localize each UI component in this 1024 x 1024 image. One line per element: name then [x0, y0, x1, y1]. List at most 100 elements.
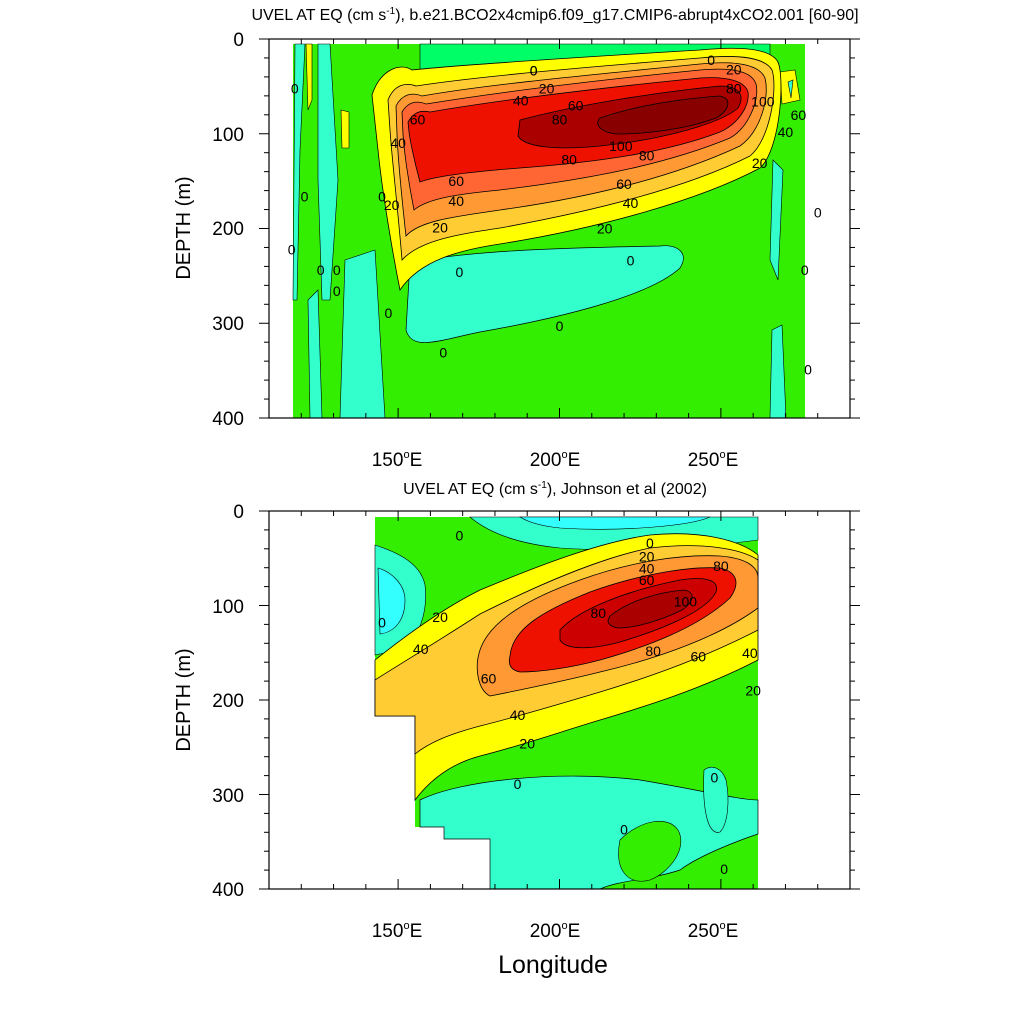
- contour-label: 80: [561, 151, 577, 167]
- top-west-column: [292, 43, 306, 301]
- bottom-contour-field: [374, 516, 759, 889]
- contour-label: 20: [432, 220, 448, 236]
- contour-label: 80: [726, 80, 742, 96]
- contour-label: 0: [378, 615, 386, 631]
- contour-label: 100: [674, 594, 698, 610]
- contour-label: 20: [752, 155, 768, 171]
- contour-label: 0: [378, 188, 386, 204]
- bottom-east-pocket: [703, 767, 729, 833]
- contour-label: 80: [552, 112, 568, 128]
- x-tick-label: 200oE: [530, 449, 581, 471]
- y-tick-label: 0: [233, 30, 244, 51]
- axis-tick-marks: [259, 38, 860, 890]
- contour-label: 100: [751, 94, 775, 110]
- contour-label: 0: [291, 80, 299, 96]
- top-xticks: 150oE 200oE 250oE: [372, 449, 739, 471]
- y-tick-label: 200: [212, 219, 244, 240]
- contour-label: 60: [410, 112, 426, 128]
- contour-label: 0: [385, 305, 393, 321]
- bottom-panel: UVEL AT EQ (cm s-1), Johnson et al (2002…: [173, 480, 851, 979]
- y-tick-label: 400: [212, 880, 244, 901]
- contour-label: 60: [639, 572, 655, 588]
- top-ylabel: DEPTH (m): [173, 176, 195, 279]
- contour-label: 0: [530, 62, 538, 78]
- x-tick-label: 200oE: [530, 920, 581, 942]
- contour-label: 0: [439, 345, 447, 361]
- contour-label: 0: [556, 318, 564, 334]
- x-tick-label: 150oE: [372, 449, 423, 471]
- top-contour-field: [292, 43, 805, 418]
- contour-label: 0: [801, 262, 809, 278]
- bottom-yticks: 0 100 200 300 400: [212, 502, 244, 901]
- contour-label: 40: [510, 707, 526, 723]
- contour-label: 0: [707, 52, 715, 68]
- contour-label: 0: [456, 264, 464, 280]
- contour-label: 20: [519, 735, 535, 751]
- contour-label: 20: [726, 61, 742, 77]
- contour-label: 0: [333, 262, 341, 278]
- y-tick-label: 100: [212, 597, 244, 618]
- contour-label: 40: [623, 195, 639, 211]
- contour-label: 0: [804, 362, 812, 378]
- bottom-surface-westward: [518, 516, 711, 530]
- contour-label: 40: [413, 641, 429, 657]
- contour-label: 60: [481, 670, 497, 686]
- contour-label: 0: [814, 204, 822, 220]
- contour-label: 0: [620, 821, 628, 837]
- contour-label: 0: [514, 776, 522, 792]
- contour-label: 0: [288, 241, 296, 257]
- contour-label: 20: [597, 221, 613, 237]
- bottom-west-reversal: [377, 567, 406, 635]
- bottom-subsurface-countercurrent: [618, 821, 682, 882]
- y-tick-label: 300: [212, 314, 244, 335]
- x-tick-label: 150oE: [372, 920, 423, 942]
- top-west-column: [339, 249, 386, 418]
- bottom-undercurrent-peak: [607, 589, 693, 629]
- contour-label: 80: [713, 558, 729, 574]
- contour-label: 40: [639, 561, 655, 577]
- bottom-xlabel: Longitude: [498, 951, 608, 979]
- contour-label: 20: [745, 683, 761, 699]
- y-tick-label: 0: [233, 502, 244, 523]
- contour-label: 20: [539, 80, 555, 96]
- top-east-column: [769, 159, 784, 281]
- contour-label: 40: [390, 135, 406, 151]
- y-tick-label: 300: [212, 786, 244, 807]
- contour-label: 40: [778, 124, 794, 140]
- contour-label: 80: [590, 605, 606, 621]
- top-west-column: [307, 289, 323, 418]
- contour-label: 80: [639, 148, 655, 164]
- x-tick-label: 250oE: [688, 920, 739, 942]
- contour-label: 20: [639, 548, 655, 564]
- contour-label: 40: [742, 645, 758, 661]
- top-east-column: [787, 79, 794, 99]
- contour-label: 80: [645, 643, 661, 659]
- top-undercurrent-peak: [597, 95, 729, 135]
- contour-label: 60: [791, 107, 807, 123]
- contour-label: 40: [448, 193, 464, 209]
- contour-label: 60: [448, 173, 464, 189]
- top-west-column: [317, 43, 339, 301]
- top-panel: UVEL AT EQ (cm s-1), b.e21.BCO2x4cmip6.f…: [173, 6, 859, 471]
- top-panel-title: UVEL AT EQ (cm s-1), b.e21.BCO2x4cmip6.f…: [251, 6, 858, 24]
- contour-label: 100: [609, 138, 633, 154]
- y-tick-label: 100: [212, 125, 244, 146]
- contour-label: 0: [720, 861, 728, 877]
- contour-label: 40: [513, 93, 529, 109]
- contour-label: 0: [530, 62, 538, 78]
- contour-label: 60: [568, 97, 584, 113]
- contour-label: 0: [646, 535, 654, 551]
- bottom-ylabel: DEPTH (m): [173, 648, 195, 751]
- contour-label: 0: [333, 283, 341, 299]
- contour-label: 0: [317, 262, 325, 278]
- contour-label: 20: [432, 609, 448, 625]
- contour-label: 20: [384, 197, 400, 213]
- contour-label: 0: [711, 769, 719, 785]
- top-west-column: [340, 109, 350, 149]
- y-tick-label: 200: [212, 691, 244, 712]
- x-tick-label: 250oE: [688, 449, 739, 471]
- top-subsurface-countercurrent: [405, 245, 684, 343]
- contour-label: 60: [616, 176, 632, 192]
